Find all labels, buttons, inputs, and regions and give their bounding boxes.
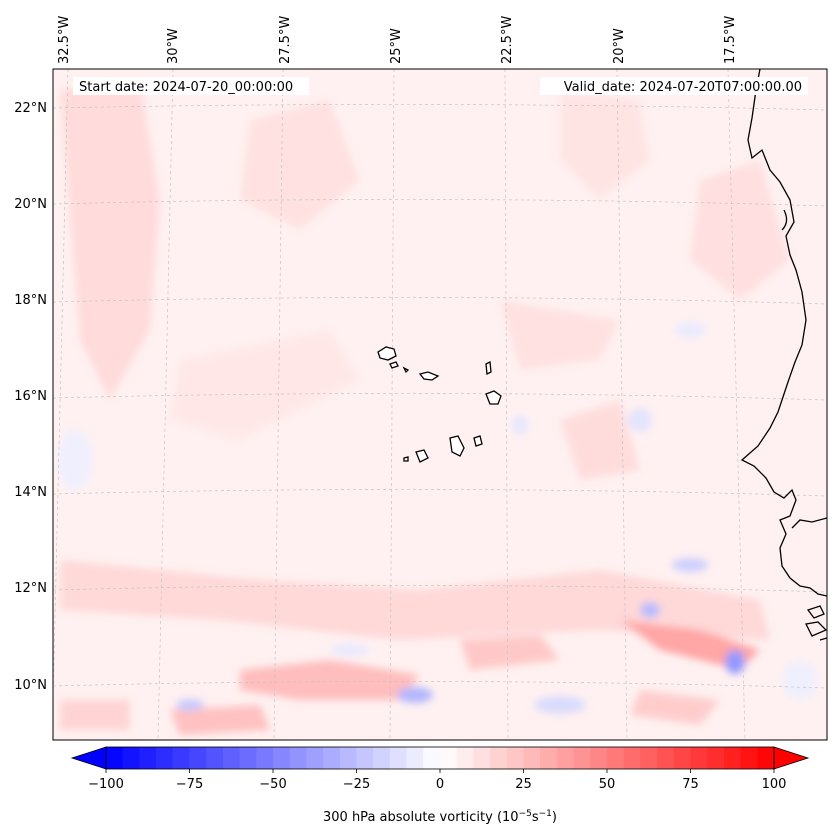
lon-label-17-5w: 17.5°W [723,16,738,64]
colorbar-title-end: ) [552,810,557,825]
colorbar-segment [273,747,291,769]
colorbar-tick-label: 0 [436,777,444,792]
map-gridlines [53,69,827,740]
colorbar-ticks: −100 −75 −50 −25 0 25 50 75 100 [88,769,786,792]
colorbar-segment [206,747,224,769]
lon-label-32-5w: 32.5°W [57,16,72,64]
colorbar-segment [590,747,608,769]
colorbar: −100 −75 −50 −25 0 25 50 75 100 300 hPa absolute… [70,746,810,825]
colorbar-segment [306,747,324,769]
colorbar-segment [523,747,541,769]
island-brava [403,456,409,462]
colorbar-segment [623,747,641,769]
lon-label-27-5w: 27.5°W [278,16,293,64]
colorbar-segment [373,747,391,769]
colorbar-segment [406,747,424,769]
colorbar-segment [573,747,591,769]
island-sao-nicolau [418,371,440,381]
colorbar-tick-label: 25 [515,777,532,792]
colorbar-tick-label: −50 [259,777,286,792]
colorbar-segment [389,747,407,769]
colorbar-segment [556,747,574,769]
colorbar-segment [473,747,491,769]
colorbar-segment [490,747,508,769]
lon-label-20w: 20°W [612,28,627,64]
colorbar-segment [640,747,658,769]
colorbar-segment [707,747,725,769]
map-frame [52,68,828,741]
colorbar-segment [657,747,675,769]
colorbar-segment [339,747,357,769]
island-maio [473,435,483,447]
colorbar-segments [106,747,775,769]
colorbar-tick-label: −25 [343,777,370,792]
island-santa-luzia [402,366,410,374]
colorbar-segment [239,747,257,769]
colorbar-segment [289,747,307,769]
cape-verde-islands [377,346,502,463]
lat-label-16n: 16°N [14,389,47,404]
colorbar-segment [356,747,374,769]
colorbar-segment [506,747,524,769]
colorbar-title-mid: s [532,810,539,825]
start-date-label: Start date: 2024-07-20_00:00:00 [79,80,293,95]
lat-label-20n: 20°N [14,197,47,212]
lat-label-22n: 22°N [14,101,47,116]
lon-label-22-5w: 22.5°W [500,16,515,64]
longitude-labels: 32.5°W 30°W 27.5°W 25°W 22.5°W 20°W 17.5… [57,16,738,64]
lat-label-12n: 12°N [14,581,47,596]
colorbar-extend-max [773,746,810,770]
island-fogo [415,449,429,463]
map-panel [52,68,828,741]
colorbar-segment [156,747,174,769]
colorbar-extend-min [70,746,107,770]
lat-label-10n: 10°N [14,678,47,693]
colorbar-segment [456,747,474,769]
coastline-west-africa [740,69,827,641]
lon-label-25w: 25°W [389,28,404,64]
colorbar-segment [740,747,758,769]
colorbar-tick-label: 100 [762,777,787,792]
colorbar-segment [122,747,140,769]
colorbar-segment [256,747,274,769]
colorbar-segment [757,747,775,769]
vorticity-field [57,80,818,735]
colorbar-segment [690,747,708,769]
colorbar-segment [723,747,741,769]
colorbar-segment [189,747,207,769]
lat-label-14n: 14°N [14,485,47,500]
valid-date-label: Valid_date: 2024-07-20T07:00:00.00 [564,80,802,95]
colorbar-tick-label: 75 [682,777,699,792]
island-sao-vicente [389,361,399,369]
island-santiago [449,435,465,457]
colorbar-title-exp2: −1 [539,809,552,819]
colorbar-segment [172,747,190,769]
latitude-labels: 22°N 20°N 18°N 16°N 14°N 12°N 10°N [14,101,47,693]
colorbar-tick-label: −75 [176,777,203,792]
colorbar-segment [607,747,625,769]
colorbar-tick-label: 50 [599,777,616,792]
colorbar-segment [222,747,240,769]
colorbar-segment [139,747,157,769]
colorbar-title-main: 300 hPa absolute vorticity (10 [323,810,519,825]
island-boa-vista [485,390,502,405]
colorbar-segment [323,747,341,769]
colorbar-segment [440,747,458,769]
colorbar-segment [540,747,558,769]
colorbar-title-exp1: −5 [519,809,532,819]
valid-date-box [540,77,808,95]
colorbar-segment [106,747,124,769]
lat-label-18n: 18°N [14,293,47,308]
island-sal [485,360,492,376]
island-santo-antao [377,346,397,361]
lon-label-30w: 30°W [166,28,181,64]
colorbar-title: 300 hPa absolute vorticity (10−5s−1) [323,809,557,825]
start-date-box [73,77,309,95]
colorbar-segment [673,747,691,769]
colorbar-tick-label: −100 [88,777,124,792]
colorbar-segment [423,747,441,769]
